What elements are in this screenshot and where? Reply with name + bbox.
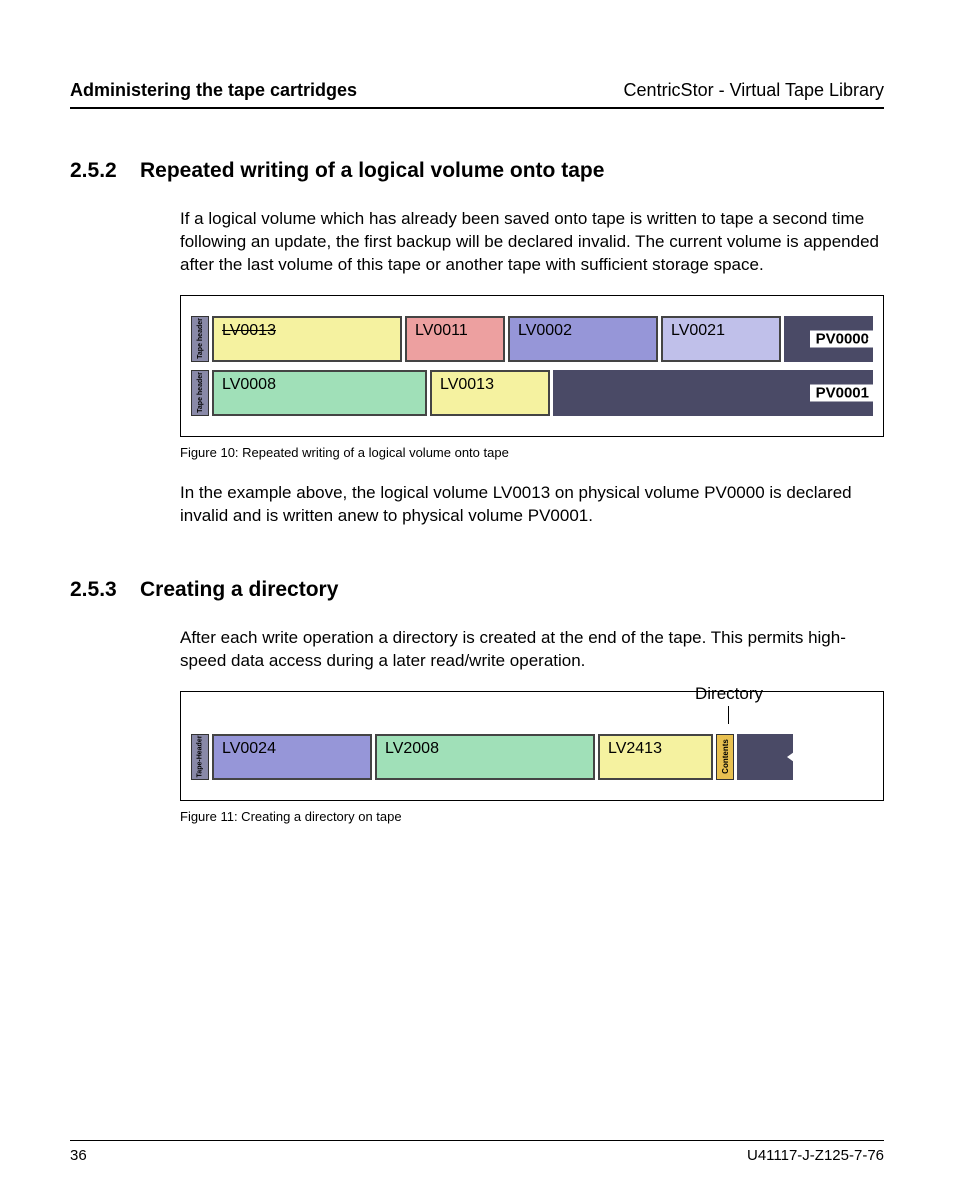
header-left: Administering the tape cartridges <box>70 80 357 101</box>
section-number: 2.5.3 <box>70 578 140 602</box>
tape-body <box>737 734 793 780</box>
section1-para2: In the example above, the logical volume… <box>180 482 884 528</box>
tape-header-block: Tape header <box>191 316 209 362</box>
logical-volume: LV0002 <box>508 316 658 362</box>
tape-row: Tape headerLV0008LV0013 PV0001 <box>191 370 873 416</box>
directory-pointer: Directory <box>695 684 763 724</box>
figure10-caption: Figure 10: Repeated writing of a logical… <box>180 445 884 460</box>
logical-volume: LV0008 <box>212 370 427 416</box>
contents-block: Contents <box>716 734 734 780</box>
logical-volume: LV2413 <box>598 734 713 780</box>
tape-row: Tape headerLV0013LV0011LV0002LV0021 PV000… <box>191 316 873 362</box>
physical-volume-label: PV0000 <box>810 330 875 347</box>
section-heading: 2.5.2 Repeated writing of a logical volu… <box>110 159 884 183</box>
section1-para1: If a logical volume which has already be… <box>180 208 884 277</box>
section-253: 2.5.3 Creating a directory After each wr… <box>110 578 884 824</box>
logical-volume: LV2008 <box>375 734 595 780</box>
figure-10: Tape headerLV0013LV0011LV0002LV0021PV000… <box>180 295 884 437</box>
figure11-caption: Figure 11: Creating a directory on tape <box>180 809 884 824</box>
page-header: Administering the tape cartridges Centri… <box>70 80 884 109</box>
section-252: 2.5.2 Repeated writing of a logical volu… <box>110 159 884 528</box>
header-right: CentricStor - Virtual Tape Library <box>624 80 884 101</box>
tape-header-block: Tape header <box>191 370 209 416</box>
section2-para1: After each write operation a directory i… <box>180 627 884 673</box>
doc-id: U41117-J-Z125-7-76 <box>747 1147 884 1164</box>
section-title: Repeated writing of a logical volume ont… <box>140 159 604 183</box>
page-number: 36 <box>70 1147 87 1164</box>
figure-11: DirectoryTape-HeaderLV0024LV2008LV2413Co… <box>180 691 884 801</box>
physical-volume-label: PV0001 <box>810 384 875 401</box>
logical-volume: LV0024 <box>212 734 372 780</box>
logical-volume: LV0011 <box>405 316 505 362</box>
logical-volume: LV0021 <box>661 316 781 362</box>
section-title: Creating a directory <box>140 578 338 602</box>
logical-volume: LV0013 <box>212 316 402 362</box>
page-footer: 36 U41117-J-Z125-7-76 <box>70 1140 884 1164</box>
tape-row: Tape-HeaderLV0024LV2008LV2413Contents <box>191 734 793 780</box>
section-number: 2.5.2 <box>70 159 140 183</box>
section-heading: 2.5.3 Creating a directory <box>110 578 884 602</box>
tape-header-block: Tape-Header <box>191 734 209 780</box>
logical-volume: LV0013 <box>430 370 550 416</box>
